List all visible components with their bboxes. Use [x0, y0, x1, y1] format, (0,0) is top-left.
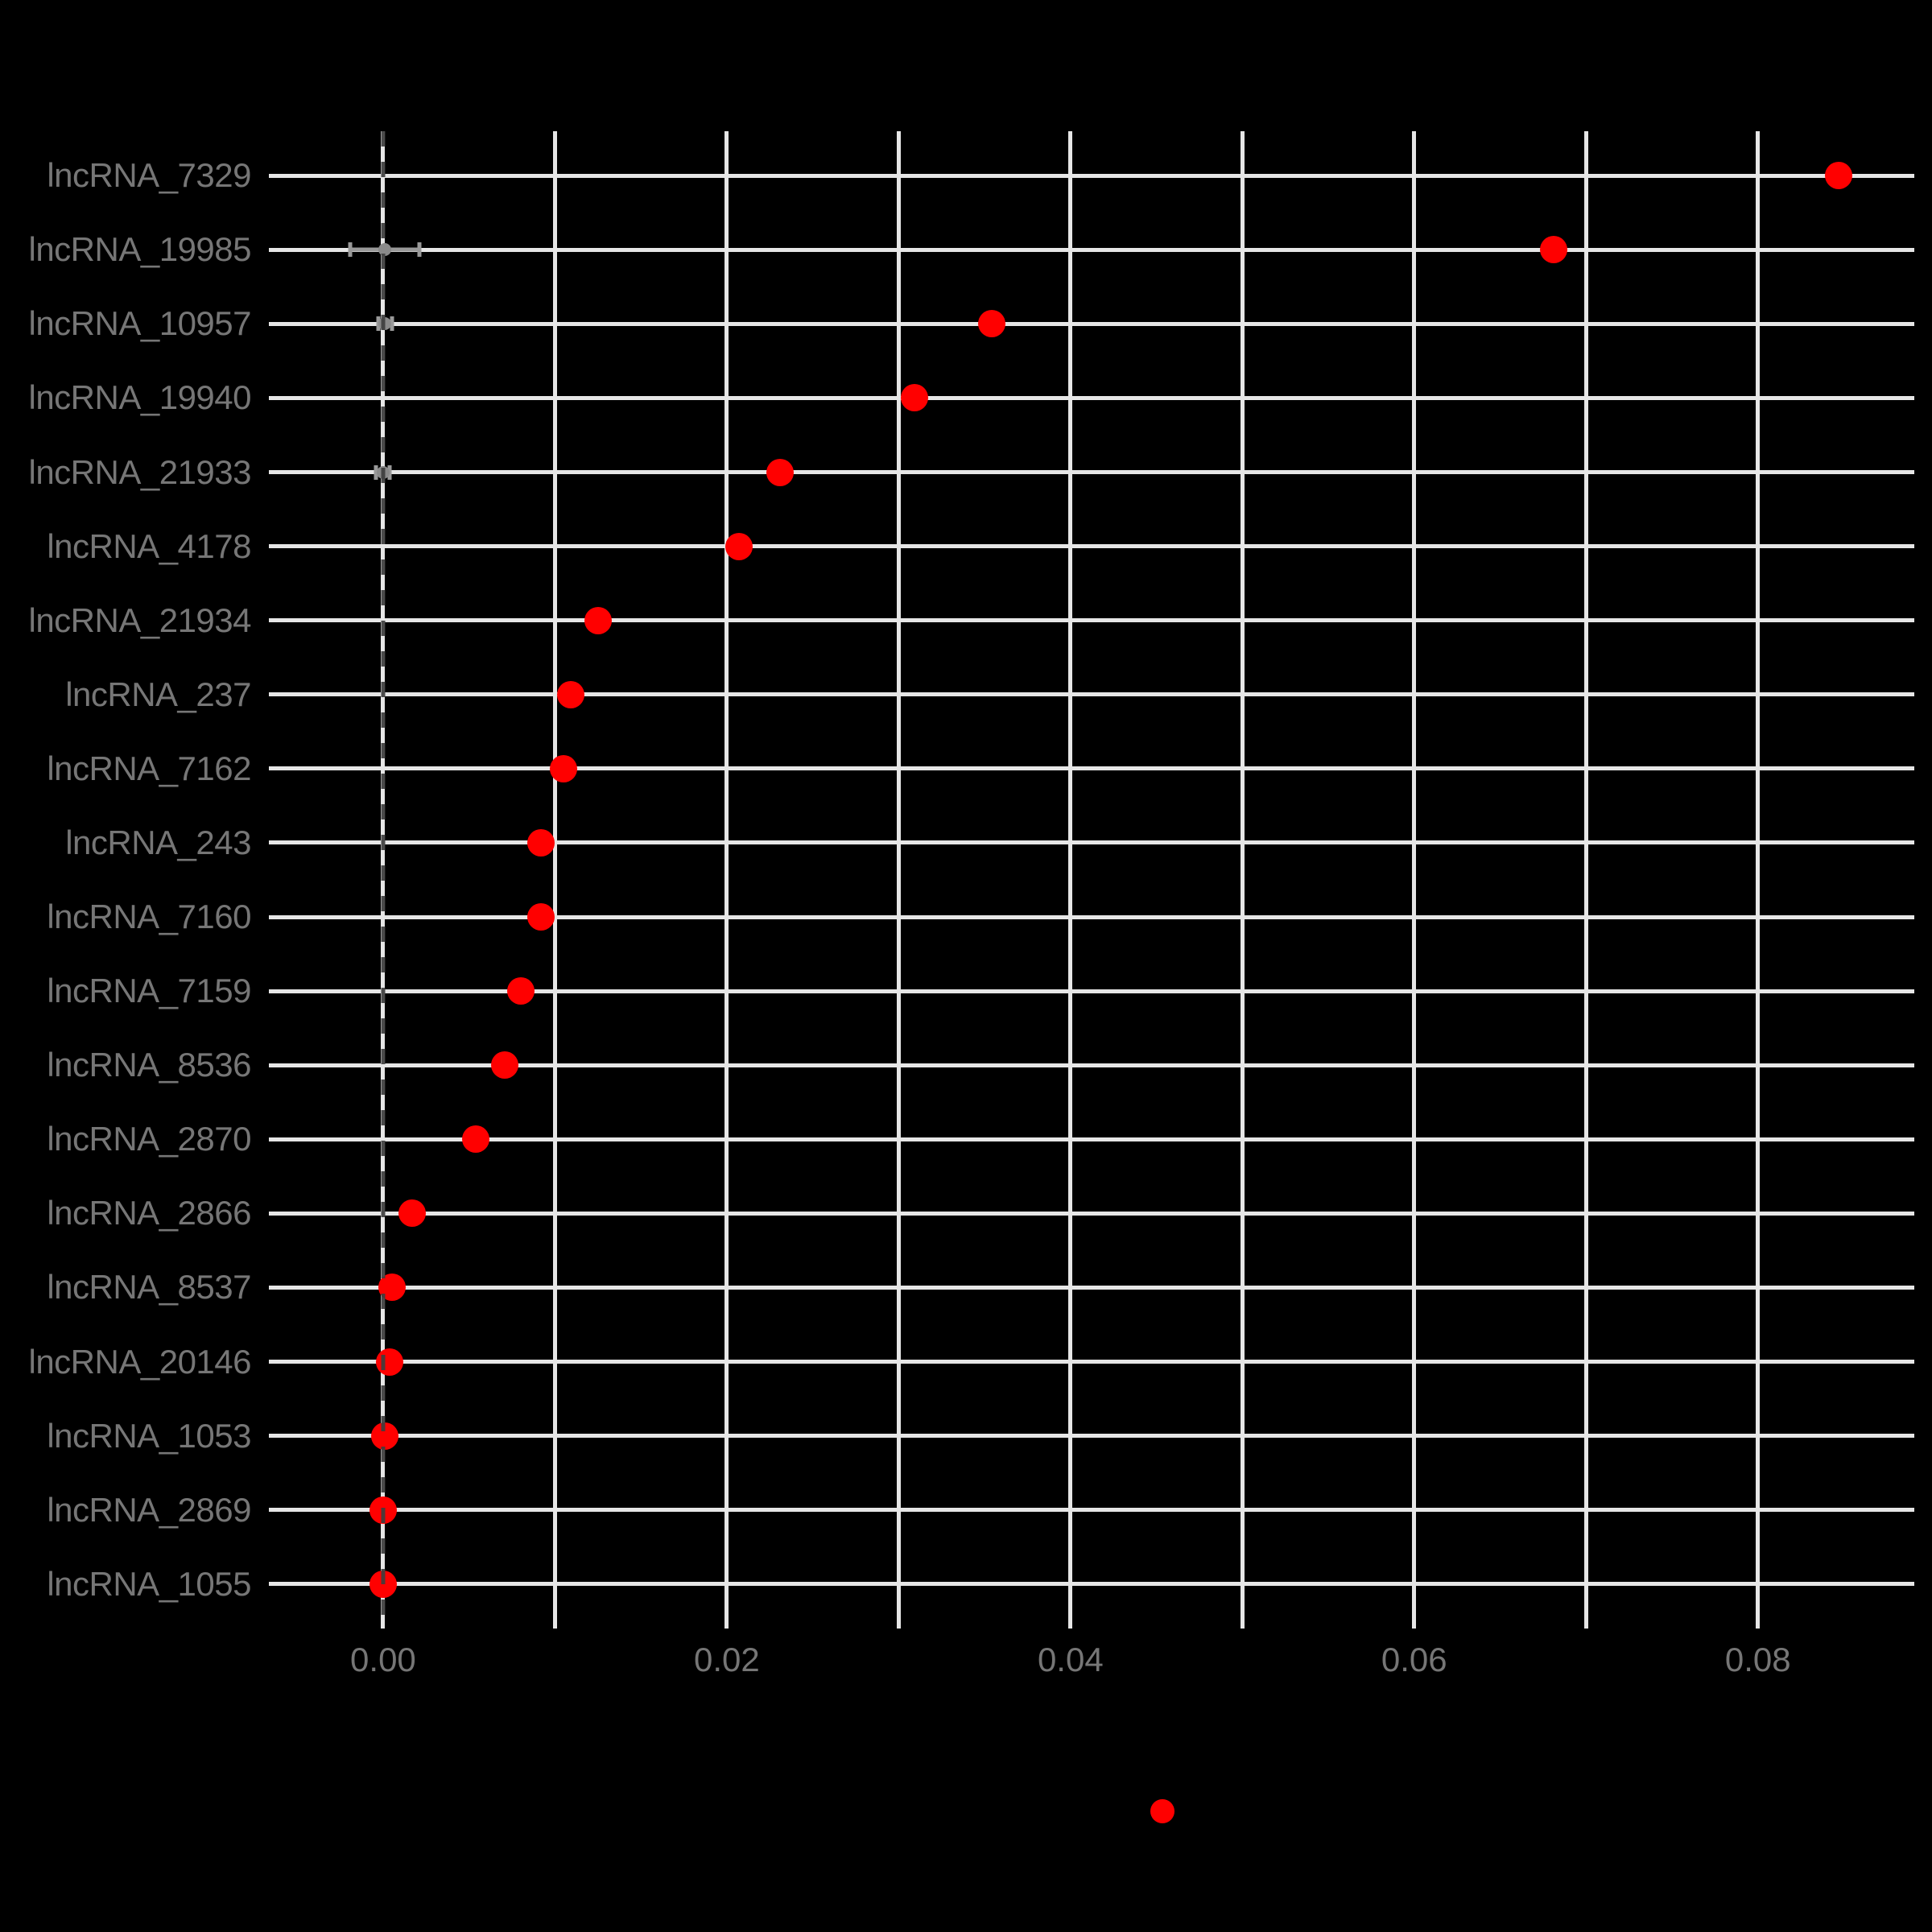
y-axis-label: lncRNA_2869	[47, 1490, 251, 1529]
y-axis-label: lncRNA_1053	[47, 1416, 251, 1455]
v-gridline	[552, 131, 557, 1629]
h-gridline	[269, 1434, 1914, 1439]
y-axis-label: lncRNA_10957	[28, 304, 251, 343]
null-errorbar-cap	[374, 464, 378, 480]
importance-dot	[724, 532, 753, 560]
y-axis-label: lncRNA_19985	[28, 230, 251, 269]
h-gridline	[269, 395, 1914, 400]
x-axis-label: 0.04	[1037, 1641, 1104, 1678]
h-gridline	[269, 1285, 1914, 1290]
y-axis-label: lncRNA_8537	[47, 1268, 251, 1307]
v-gridline	[724, 131, 729, 1629]
x-axis-label: 0.08	[1724, 1641, 1791, 1678]
h-gridline	[269, 247, 1914, 252]
y-axis-label: lncRNA_7329	[47, 156, 251, 195]
null-errorbar-cap	[348, 242, 353, 258]
h-gridline	[269, 321, 1914, 326]
importance-dot	[527, 828, 555, 857]
legend-key-dot	[1150, 1799, 1174, 1823]
h-gridline	[269, 1582, 1914, 1587]
h-gridline	[269, 618, 1914, 623]
h-gridline	[269, 173, 1914, 178]
h-gridline	[269, 692, 1914, 697]
importance-dot	[398, 1199, 427, 1228]
y-axis-label: lncRNA_8536	[47, 1046, 251, 1084]
y-axis-label: lncRNA_21934	[28, 601, 251, 639]
importance-dot	[462, 1125, 490, 1154]
v-gridline	[1583, 131, 1588, 1629]
h-gridline	[269, 1508, 1914, 1513]
null-errorbar-cap	[387, 464, 392, 480]
v-gridline	[1068, 131, 1073, 1629]
v-gridline	[896, 131, 901, 1629]
y-axis-label: lncRNA_19940	[28, 378, 251, 417]
y-axis-label: lncRNA_4178	[47, 526, 251, 565]
zero-reference-line	[381, 131, 386, 1629]
v-gridline	[1756, 131, 1761, 1629]
y-axis-label: lncRNA_7160	[47, 898, 251, 936]
importance-dot	[527, 903, 555, 931]
y-axis-label: lncRNA_2866	[47, 1194, 251, 1232]
h-gridline	[269, 840, 1914, 845]
y-axis-label: lncRNA_243	[65, 823, 251, 861]
h-gridline	[269, 470, 1914, 475]
importance-dot	[1825, 162, 1853, 190]
h-gridline	[269, 1063, 1914, 1067]
y-axis-label: lncRNA_7162	[47, 749, 251, 787]
x-axis-label: 0.06	[1381, 1641, 1447, 1678]
h-gridline	[269, 1211, 1914, 1216]
h-gridline	[269, 544, 1914, 549]
y-axis-label: lncRNA_21933	[28, 452, 251, 491]
importance-dot	[506, 977, 535, 1005]
v-gridline	[1240, 131, 1245, 1629]
importance-dot	[584, 606, 612, 634]
y-axis-label: lncRNA_1055	[47, 1564, 251, 1603]
importance-dot	[900, 384, 928, 412]
null-errorbar-cap	[376, 316, 381, 332]
v-gridline	[1412, 131, 1417, 1629]
importance-dot	[1539, 236, 1567, 264]
h-gridline	[269, 1360, 1914, 1364]
importance-dot	[766, 458, 795, 486]
h-gridline	[269, 1137, 1914, 1141]
h-gridline	[269, 766, 1914, 771]
importance-dot	[491, 1051, 519, 1080]
x-axis-label: 0.00	[350, 1641, 416, 1678]
x-axis-label: 0.02	[694, 1641, 760, 1678]
y-axis-label: lncRNA_237	[65, 675, 251, 713]
h-gridline	[269, 914, 1914, 919]
importance-dot	[550, 754, 578, 782]
importance-dot	[376, 1348, 404, 1376]
y-axis-label: lncRNA_2870	[47, 1120, 251, 1158]
y-axis-label: lncRNA_20146	[28, 1342, 251, 1381]
importance-dot	[556, 680, 584, 708]
null-errorbar-cap	[417, 242, 422, 258]
h-gridline	[269, 989, 1914, 993]
y-axis-label: lncRNA_7159	[47, 972, 251, 1010]
importance-dot	[977, 310, 1005, 338]
null-errorbar-cap	[390, 316, 394, 332]
